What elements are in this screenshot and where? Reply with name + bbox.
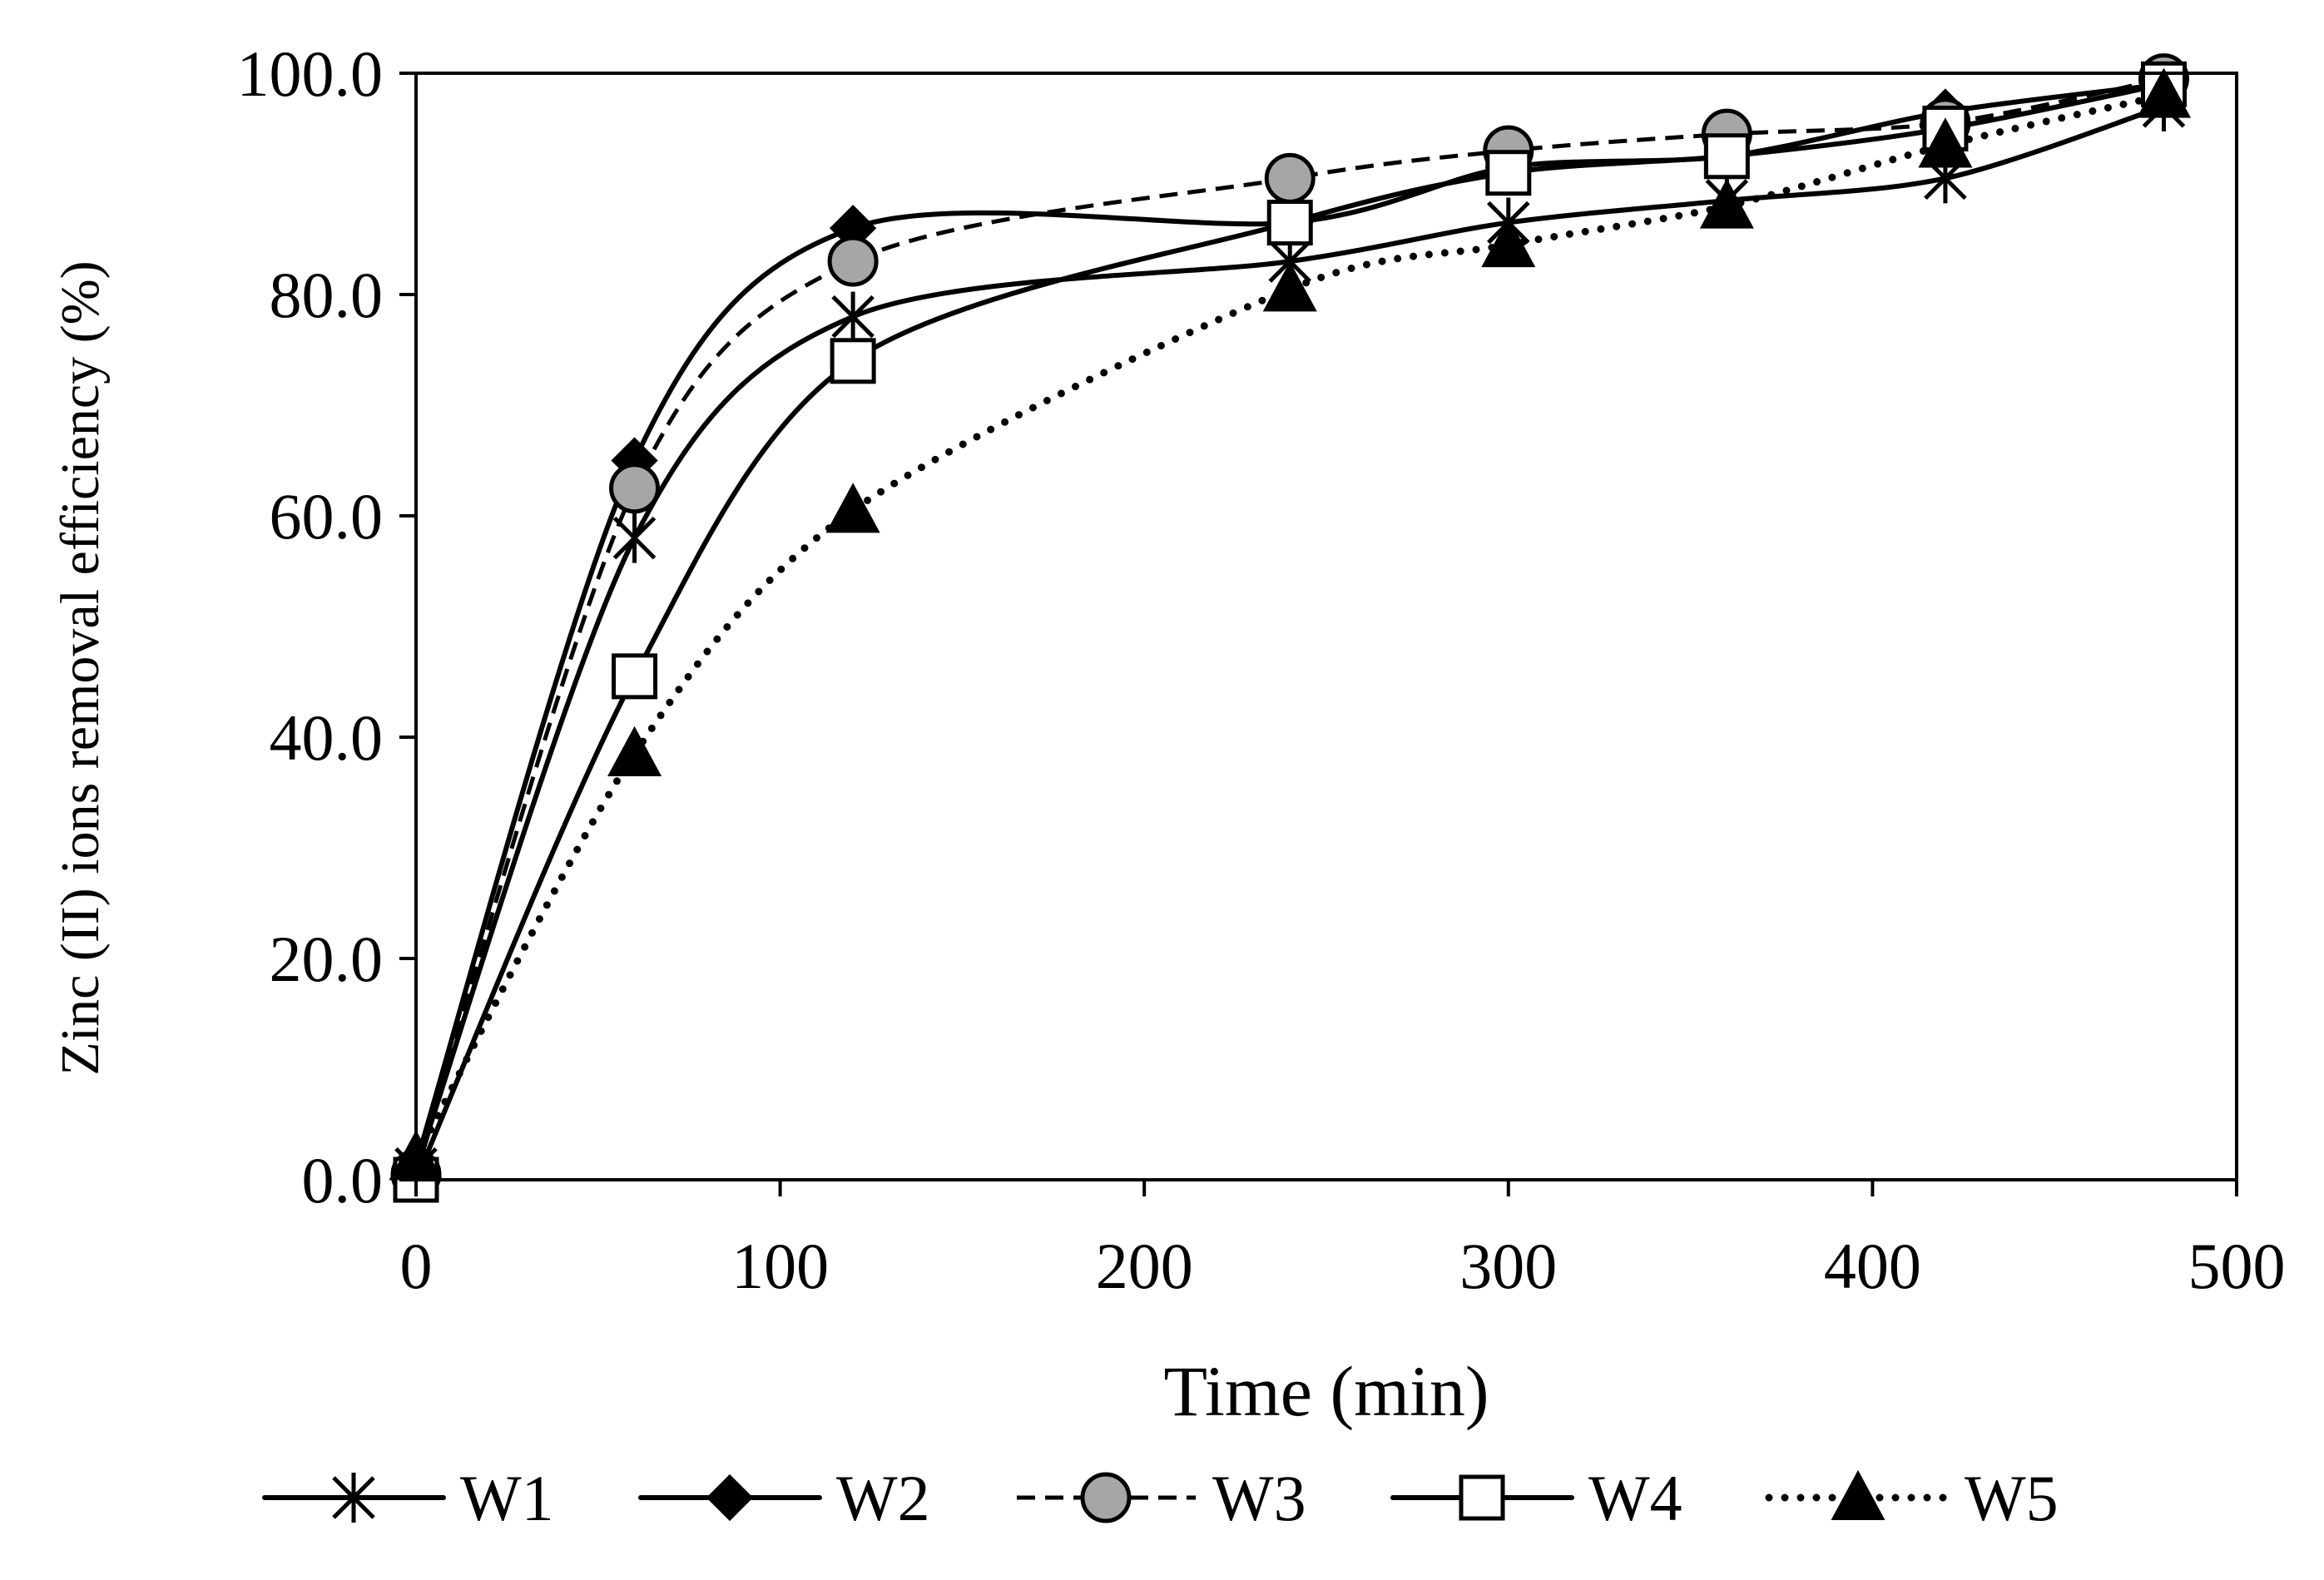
y-tick-label: 100.0 bbox=[237, 37, 384, 110]
x-tick-label: 100 bbox=[731, 1230, 829, 1302]
series-w4-point bbox=[1485, 150, 1532, 196]
series-w5 bbox=[389, 67, 2191, 1181]
legend-item-w5: W5 bbox=[1765, 1462, 2059, 1534]
y-tick-label: 60.0 bbox=[270, 480, 384, 552]
x-tick-label: 0 bbox=[400, 1230, 433, 1302]
plot-area-frame bbox=[414, 72, 2238, 1181]
series-w5-point bbox=[1699, 178, 1754, 229]
legend: W1 W2 W3 W4 W5 bbox=[262, 1462, 2059, 1534]
legend-item-w1: W1 bbox=[262, 1462, 554, 1534]
legend-w4-marker bbox=[1459, 1474, 1505, 1521]
x-tick-label: 300 bbox=[1459, 1230, 1557, 1302]
series-w5-point bbox=[1481, 216, 1536, 268]
series-w3-point bbox=[609, 463, 661, 514]
series-w5-point bbox=[1918, 117, 1973, 168]
legend-item-w4: W4 bbox=[1390, 1462, 1682, 1534]
series-w1 bbox=[394, 81, 2186, 1194]
series-w4-point bbox=[1266, 200, 1313, 246]
series-w5-point bbox=[825, 483, 880, 533]
legend-w1-marker bbox=[332, 1473, 375, 1523]
series-w5-point bbox=[607, 726, 662, 776]
legend-w3-label: W3 bbox=[1212, 1462, 1306, 1534]
series-w4-point bbox=[830, 338, 876, 384]
series-w4-point bbox=[612, 653, 658, 700]
series-layer bbox=[389, 53, 2191, 1203]
series-w4 bbox=[393, 61, 2187, 1203]
legend-w1-label: W1 bbox=[460, 1462, 554, 1534]
legend-w5-marker bbox=[1831, 1469, 1885, 1520]
x-tick-label: 200 bbox=[1096, 1230, 1193, 1302]
y-tick-label: 80.0 bbox=[270, 259, 384, 331]
legend-w3-marker bbox=[1080, 1472, 1132, 1523]
series-w1-line bbox=[414, 103, 2167, 1171]
legend-item-w3: W3 bbox=[1017, 1462, 1306, 1534]
series-w1-point bbox=[831, 291, 875, 342]
series-w5-point bbox=[2136, 67, 2191, 118]
y-tick-label: 20.0 bbox=[270, 923, 384, 995]
series-w4-point bbox=[1703, 133, 1750, 180]
axes-layer: 0 100 200 300 400 500 0.0 20.0 40.0 60.0 80.0 100.0 bbox=[237, 37, 2286, 1302]
legend-item-w2: W2 bbox=[638, 1462, 930, 1534]
series-w3-point bbox=[1264, 152, 1316, 204]
series-w5-point bbox=[1262, 261, 1317, 312]
x-tick-label: 400 bbox=[1824, 1230, 1921, 1302]
legend-w5-label: W5 bbox=[1965, 1462, 2059, 1534]
x-tick-label: 500 bbox=[2188, 1230, 2286, 1302]
legend-w2-label: W2 bbox=[836, 1462, 930, 1534]
series-w1-point bbox=[612, 513, 657, 563]
legend-w2-marker bbox=[706, 1474, 754, 1522]
y-tick-label: 40.0 bbox=[270, 701, 384, 774]
y-axis-label: Zinc (II) ions removal efficiency (%) bbox=[50, 260, 111, 1075]
series-w3-point bbox=[827, 235, 879, 287]
legend-w4-label: W4 bbox=[1588, 1462, 1682, 1534]
x-axis-label: Time (min) bbox=[1163, 1351, 1489, 1431]
y-tick-label: 0.0 bbox=[302, 1144, 384, 1216]
